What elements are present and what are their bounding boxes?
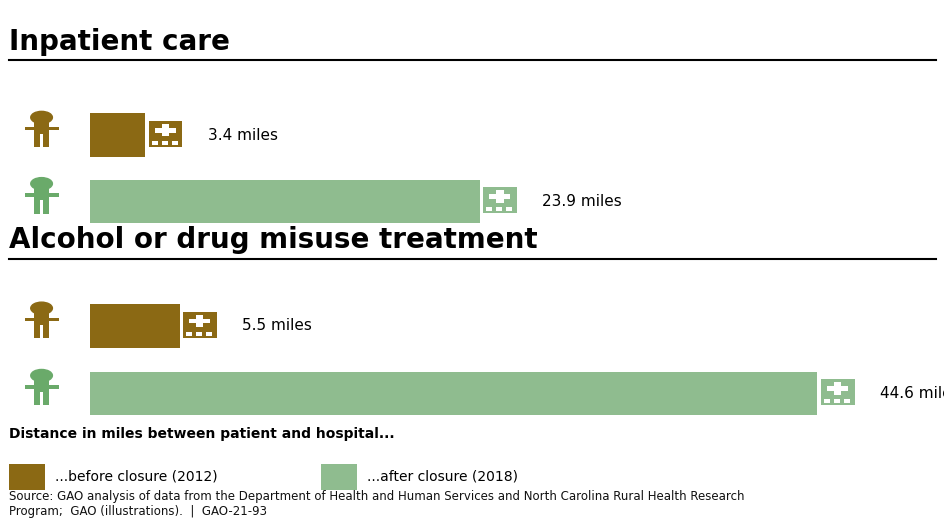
FancyBboxPatch shape <box>34 199 41 214</box>
FancyBboxPatch shape <box>42 133 49 147</box>
FancyBboxPatch shape <box>90 113 145 157</box>
Circle shape <box>31 178 52 190</box>
FancyBboxPatch shape <box>149 121 182 147</box>
FancyBboxPatch shape <box>189 319 210 323</box>
FancyBboxPatch shape <box>195 332 202 336</box>
FancyBboxPatch shape <box>49 385 59 388</box>
FancyBboxPatch shape <box>183 312 216 338</box>
FancyBboxPatch shape <box>34 133 41 147</box>
FancyBboxPatch shape <box>90 180 480 223</box>
FancyBboxPatch shape <box>90 304 179 348</box>
FancyBboxPatch shape <box>9 464 45 490</box>
FancyBboxPatch shape <box>25 385 35 388</box>
Text: 44.6 miles: 44.6 miles <box>879 386 944 401</box>
FancyBboxPatch shape <box>833 382 840 394</box>
FancyBboxPatch shape <box>90 372 817 415</box>
FancyBboxPatch shape <box>42 199 49 214</box>
FancyBboxPatch shape <box>42 391 49 405</box>
FancyBboxPatch shape <box>506 207 512 211</box>
FancyBboxPatch shape <box>34 188 49 200</box>
FancyBboxPatch shape <box>25 317 35 321</box>
FancyBboxPatch shape <box>34 324 41 338</box>
FancyBboxPatch shape <box>161 141 168 145</box>
FancyBboxPatch shape <box>34 313 49 325</box>
Text: Distance in miles between patient and hospital...: Distance in miles between patient and ho… <box>9 427 395 441</box>
FancyBboxPatch shape <box>42 324 49 338</box>
FancyBboxPatch shape <box>172 141 177 145</box>
Text: 23.9 miles: 23.9 miles <box>542 194 621 209</box>
Text: ...after closure (2018): ...after closure (2018) <box>366 470 517 484</box>
FancyBboxPatch shape <box>820 379 853 405</box>
FancyBboxPatch shape <box>34 122 49 134</box>
Circle shape <box>31 302 52 314</box>
FancyBboxPatch shape <box>483 187 516 213</box>
FancyBboxPatch shape <box>49 193 59 197</box>
FancyBboxPatch shape <box>49 127 59 130</box>
FancyBboxPatch shape <box>826 386 847 391</box>
FancyBboxPatch shape <box>25 127 35 130</box>
FancyBboxPatch shape <box>155 128 176 132</box>
FancyBboxPatch shape <box>843 399 849 403</box>
Circle shape <box>31 111 52 123</box>
Text: 3.4 miles: 3.4 miles <box>208 128 278 143</box>
FancyBboxPatch shape <box>195 315 203 327</box>
FancyBboxPatch shape <box>34 391 41 405</box>
Circle shape <box>31 369 52 382</box>
FancyBboxPatch shape <box>823 399 829 403</box>
FancyBboxPatch shape <box>25 193 35 197</box>
FancyBboxPatch shape <box>496 207 501 211</box>
FancyBboxPatch shape <box>485 207 492 211</box>
FancyBboxPatch shape <box>161 124 169 136</box>
Text: Inpatient care: Inpatient care <box>9 28 230 56</box>
Text: 5.5 miles: 5.5 miles <box>242 319 312 333</box>
FancyBboxPatch shape <box>186 332 192 336</box>
Text: ...before closure (2012): ...before closure (2012) <box>55 470 217 484</box>
FancyBboxPatch shape <box>49 317 59 321</box>
FancyBboxPatch shape <box>833 399 839 403</box>
FancyBboxPatch shape <box>496 190 503 202</box>
FancyBboxPatch shape <box>489 194 510 199</box>
Text: Alcohol or drug misuse treatment: Alcohol or drug misuse treatment <box>9 226 537 254</box>
FancyBboxPatch shape <box>321 464 357 490</box>
FancyBboxPatch shape <box>34 380 49 392</box>
FancyBboxPatch shape <box>152 141 158 145</box>
FancyBboxPatch shape <box>206 332 211 336</box>
Text: Source: GAO analysis of data from the Department of Health and Human Services an: Source: GAO analysis of data from the De… <box>9 490 744 518</box>
